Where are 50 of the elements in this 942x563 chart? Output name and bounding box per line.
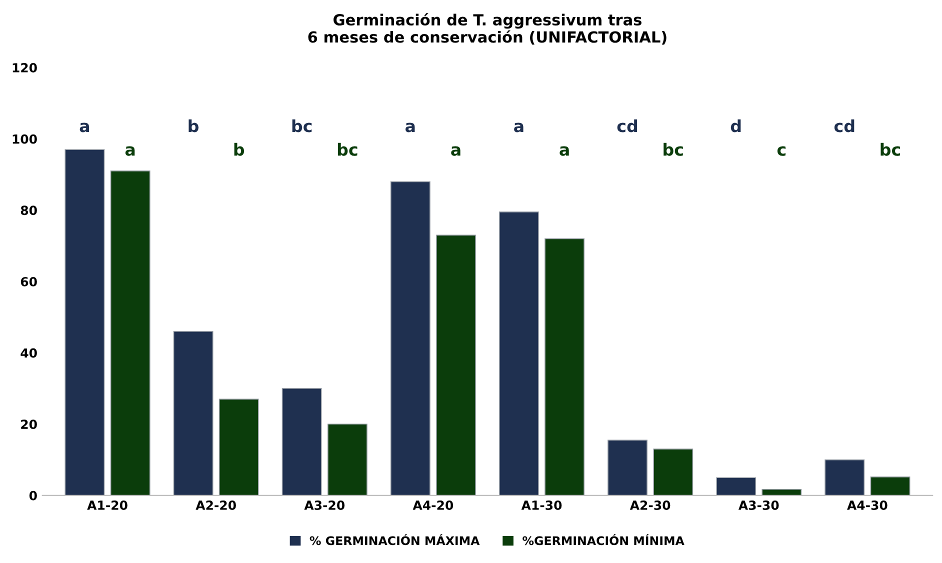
bar <box>824 459 865 496</box>
bar <box>390 181 430 496</box>
x-tick-label: A1-20 <box>87 500 128 510</box>
annotation: bc <box>664 142 683 156</box>
annotation: bc <box>338 142 358 156</box>
chart-title: Germinación de T. aggressivum tras 6 meses de conservación (UNIFACTORIAL) <box>308 13 666 45</box>
y-tick-label: 20 <box>21 420 37 430</box>
x-tick-label: A4-20 <box>412 500 454 510</box>
y-tick-label: 100 <box>12 134 37 144</box>
x-tick-label: A2-20 <box>196 500 236 510</box>
bar <box>110 170 150 496</box>
bar <box>870 476 910 496</box>
bar <box>173 331 214 496</box>
annotation: b <box>234 142 244 156</box>
bar <box>327 424 368 496</box>
y-tick-label: 60 <box>20 276 37 286</box>
annotation: bc <box>292 119 312 132</box>
y-tick-label: 40 <box>20 348 37 358</box>
annotation: b <box>188 119 199 132</box>
annotation: a <box>125 146 135 156</box>
annotation: cd <box>834 119 854 132</box>
x-tick-label: A2-30 <box>630 500 670 510</box>
annotation: a <box>406 122 415 132</box>
annotation: a <box>514 122 524 132</box>
x-tick-label: A3-30 <box>738 500 779 510</box>
bar <box>436 234 476 496</box>
annotation: a <box>451 146 460 156</box>
bar <box>499 212 539 496</box>
x-tick-label: A3-20 <box>304 500 345 510</box>
annotation: a <box>80 122 90 132</box>
bar <box>762 488 802 496</box>
bar <box>716 477 756 496</box>
legend-label: %GERMINACIÓN MÍNIMA <box>522 534 684 546</box>
annotation: c <box>777 146 786 156</box>
bar <box>653 448 694 496</box>
legend-label: % GERMINACIÓN MÁXIMA <box>310 534 480 546</box>
annotation: bc <box>880 142 900 156</box>
y-tick-label: 0 <box>29 490 37 500</box>
bar <box>608 440 648 496</box>
bar <box>544 238 585 496</box>
x-tick-label: A4-30 <box>847 500 888 510</box>
bar <box>282 388 322 496</box>
bar <box>218 398 259 496</box>
annotation: a <box>560 146 569 156</box>
annotation: cd <box>617 119 638 132</box>
annotation: d <box>730 119 741 132</box>
bar <box>64 149 105 496</box>
y-tick-label: 120 <box>12 63 37 72</box>
y-tick-label: 80 <box>20 206 37 216</box>
x-tick-label: A1-30 <box>521 500 562 510</box>
